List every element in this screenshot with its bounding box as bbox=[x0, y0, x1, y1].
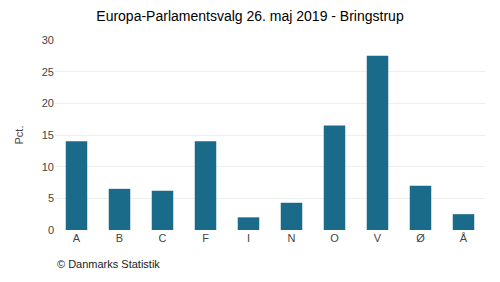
svg-text:I: I bbox=[247, 232, 250, 244]
svg-text:V: V bbox=[374, 232, 382, 244]
svg-text:© Danmarks Statistik: © Danmarks Statistik bbox=[57, 258, 160, 270]
svg-text:Europa-Parlamentsvalg 26. maj: Europa-Parlamentsvalg 26. maj 2019 - Bri… bbox=[96, 8, 404, 24]
svg-text:O: O bbox=[330, 232, 339, 244]
svg-text:10: 10 bbox=[42, 161, 54, 173]
svg-text:A: A bbox=[73, 232, 81, 244]
svg-text:20: 20 bbox=[42, 97, 54, 109]
svg-text:15: 15 bbox=[42, 129, 54, 141]
svg-text:25: 25 bbox=[42, 66, 54, 78]
svg-text:Pct.: Pct. bbox=[13, 126, 25, 145]
svg-text:30: 30 bbox=[42, 34, 54, 46]
svg-text:Å: Å bbox=[460, 232, 468, 244]
svg-text:Ø: Ø bbox=[416, 232, 425, 244]
svg-text:5: 5 bbox=[48, 192, 54, 204]
svg-text:B: B bbox=[116, 232, 123, 244]
svg-text:C: C bbox=[159, 232, 167, 244]
svg-text:F: F bbox=[202, 232, 209, 244]
svg-text:N: N bbox=[288, 232, 296, 244]
svg-text:0: 0 bbox=[48, 224, 54, 236]
